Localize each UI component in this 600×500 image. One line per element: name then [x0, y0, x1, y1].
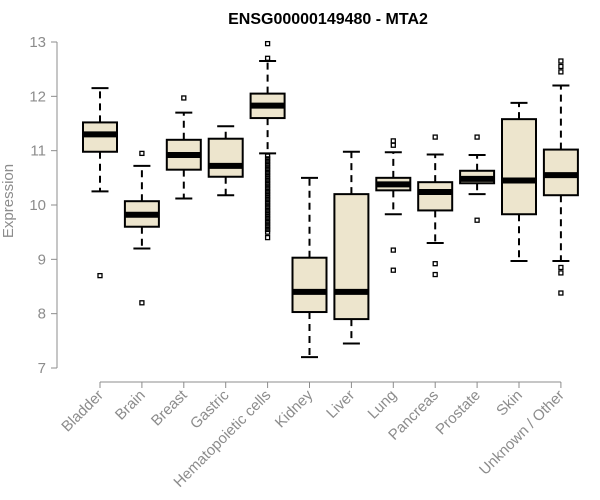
outlier-point — [264, 40, 271, 47]
box-liver — [333, 150, 370, 345]
outlier-point — [264, 183, 271, 189]
y-tick-label: 10 — [29, 197, 46, 214]
outlier-point — [432, 271, 438, 278]
box-iqr — [291, 256, 328, 314]
box-breast — [165, 95, 202, 200]
outlier-point — [264, 229, 271, 235]
box-iqr — [333, 193, 370, 321]
outlier-point — [390, 267, 396, 273]
outlier-point — [558, 270, 564, 276]
outlier-point — [264, 202, 271, 208]
box-pancreas — [417, 134, 454, 278]
outlier-point — [264, 221, 271, 227]
outlier-point — [264, 196, 271, 203]
outlier-point — [432, 261, 438, 267]
chart-title: ENSG00000149480 - MTA2 — [228, 11, 428, 28]
outlier-point — [264, 213, 271, 219]
box-iqr — [501, 118, 537, 216]
outlier-point — [264, 169, 271, 176]
outlier-point — [558, 58, 564, 64]
outlier-point — [264, 226, 271, 233]
outlier-point — [264, 158, 271, 165]
outlier-point — [264, 175, 271, 181]
outlier-point — [390, 138, 396, 144]
outlier-point — [264, 191, 271, 197]
x-tick-label: Skin — [493, 387, 526, 420]
outlier-point — [264, 218, 271, 224]
box-series — [82, 40, 579, 359]
outlier-point — [558, 69, 564, 75]
y-axis: 7 8 9 10 11 12 13 — [29, 34, 58, 377]
outlier-point — [558, 63, 564, 70]
outlier-point — [97, 272, 103, 279]
box-iqr — [207, 137, 244, 178]
x-tick-label: Lung — [365, 387, 401, 423]
box-kidney — [291, 176, 328, 359]
outlier-point — [264, 224, 271, 230]
x-tick-label: Prostate — [432, 387, 484, 439]
outlier-point — [264, 207, 271, 214]
box-skin — [501, 101, 537, 262]
x-tick-label: Liver — [323, 387, 358, 422]
outlier-point — [264, 186, 271, 192]
y-tick-label: 11 — [30, 143, 46, 160]
y-tick-label: 7 — [38, 360, 46, 377]
outlier-point — [390, 142, 396, 148]
outlier-point — [264, 172, 271, 178]
outlier-point — [558, 264, 564, 271]
box-unknown-other — [542, 58, 579, 296]
outlier-point — [264, 210, 271, 216]
outlier-point — [264, 164, 271, 170]
box-brain — [123, 150, 160, 306]
box-prostate — [459, 134, 496, 223]
outlier-point — [264, 188, 271, 195]
outlier-point — [264, 153, 271, 159]
y-axis-label: Expression — [0, 164, 17, 238]
outlier-point — [474, 134, 480, 140]
outlier-point — [264, 205, 271, 211]
outlier-point — [264, 215, 271, 222]
box-hematopoietic-cells — [249, 40, 286, 241]
outlier-point — [264, 55, 271, 61]
outlier-point — [264, 167, 271, 173]
outlier-point — [264, 177, 271, 184]
outlier-point — [264, 199, 271, 205]
y-tick-label: 8 — [38, 306, 46, 323]
outlier-point — [181, 95, 187, 101]
outlier-point — [139, 150, 145, 157]
y-tick-label: 12 — [29, 88, 46, 105]
outlier-point — [390, 247, 396, 253]
outlier-point — [558, 290, 564, 296]
outlier-point — [139, 300, 145, 306]
outlier-point — [474, 217, 480, 223]
outlier-point — [264, 194, 271, 200]
x-tick-label: Bladder — [58, 387, 107, 436]
outlier-point — [264, 156, 271, 162]
y-tick-label: 9 — [38, 251, 46, 268]
x-tick-label: Breast — [148, 386, 191, 429]
box-bladder — [82, 87, 118, 279]
box-iqr — [417, 181, 454, 212]
outlier-point — [264, 234, 271, 241]
outlier-point — [264, 161, 271, 167]
x-tick-label: Brain — [112, 387, 149, 424]
box-gastric — [207, 125, 244, 197]
x-tick-label: Kidney — [272, 386, 317, 431]
box-lung — [375, 138, 412, 273]
outlier-point — [264, 180, 271, 186]
outlier-point — [432, 134, 438, 140]
y-tick-label: 13 — [29, 34, 46, 51]
